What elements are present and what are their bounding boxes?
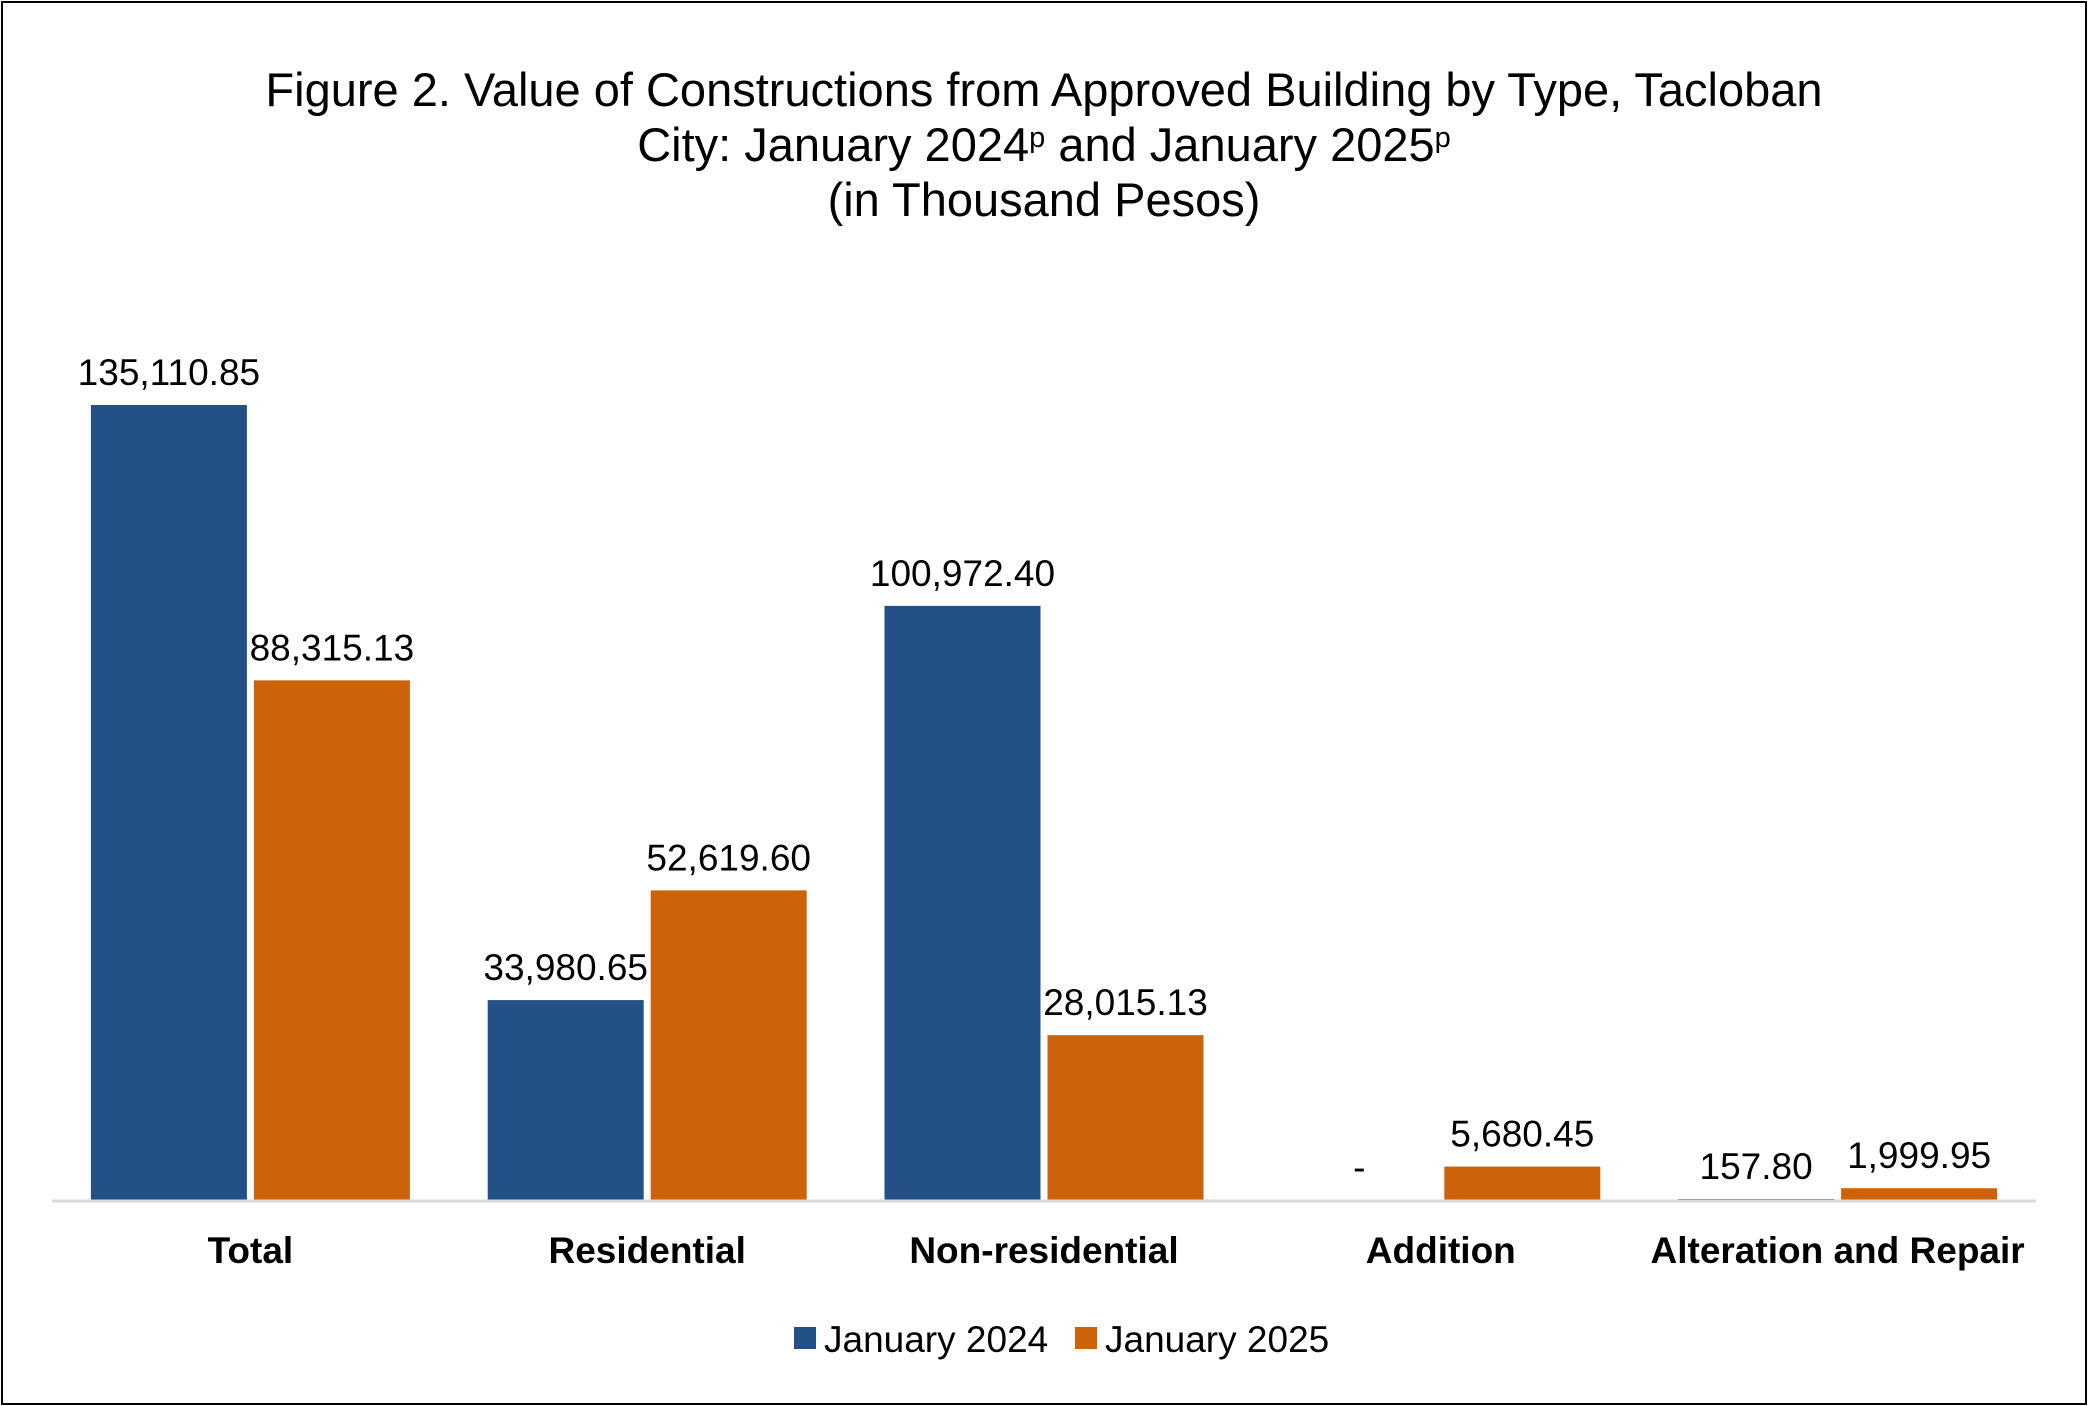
title-preliminary-mark-2024: p: [1029, 122, 1046, 154]
bar-residential-january-2024: [487, 1000, 644, 1200]
x-tick-label-addition: Addition: [1366, 1230, 1516, 1271]
bar-total-january-2024: [90, 405, 247, 1200]
data-label-total-january-2024: 135,110.85: [78, 352, 260, 393]
title-date-2024: City: January 2024: [637, 118, 1030, 171]
title-preliminary-mark-2025: p: [1434, 122, 1451, 154]
data-label-addition-january-2024: -: [1353, 1147, 1365, 1188]
data-label-residential-january-2024: 33,980.65: [483, 947, 648, 988]
chart-title: Figure 2. Value of Constructions from Ap…: [0, 62, 2088, 227]
bar-residential-january-2025: [650, 890, 807, 1200]
legend-label-january-2025: January 2025: [1105, 1319, 1329, 1360]
data-label-addition-january-2025: 5,680.45: [1450, 1114, 1594, 1155]
bar-non-residential-january-2025: [1047, 1035, 1204, 1200]
x-tick-label-residential: Residential: [548, 1230, 745, 1271]
data-label-alteration-and-repair-january-2024: 157.80: [1700, 1146, 1813, 1187]
x-tick-label-alteration-and-repair: Alteration and Repair: [1651, 1230, 2025, 1271]
title-date-2025: and January 2025: [1045, 118, 1435, 171]
bar-total-january-2025: [253, 680, 410, 1200]
chart-title-line2: City: January 2024p and January 2025p: [0, 117, 2088, 172]
legend-swatch-january-2024: [794, 1327, 816, 1349]
bar-addition-january-2025: [1444, 1166, 1601, 1200]
bar-non-residential-january-2024: [884, 605, 1041, 1200]
data-label-total-january-2025: 88,315.13: [250, 627, 415, 668]
data-label-non-residential-january-2025: 28,015.13: [1043, 982, 1208, 1023]
chart-title-line3: (in Thousand Pesos): [827, 173, 1261, 226]
legend-label-january-2024: January 2024: [824, 1319, 1048, 1360]
legend-swatch-january-2025: [1075, 1327, 1097, 1349]
chart-title-line1: Figure 2. Value of Constructions from Ap…: [265, 63, 1823, 116]
data-label-residential-january-2025: 52,619.60: [646, 837, 811, 878]
x-tick-label-total: Total: [208, 1230, 294, 1271]
x-tick-label-non-residential: Non-residential: [909, 1230, 1178, 1271]
bar-alteration-and-repair-january-2025: [1841, 1188, 1998, 1200]
data-label-non-residential-january-2024: 100,972.40: [870, 553, 1055, 594]
data-label-alteration-and-repair-january-2025: 1,999.95: [1847, 1135, 1991, 1176]
